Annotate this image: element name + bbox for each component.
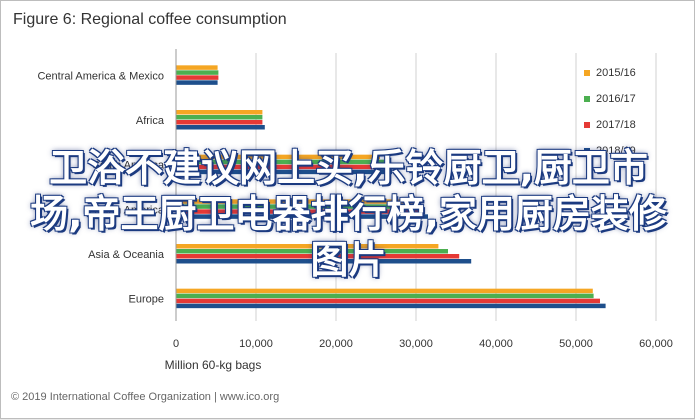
bar: [176, 214, 428, 219]
bar: [176, 154, 380, 160]
bar: [176, 199, 416, 204]
bar: [176, 75, 219, 80]
bar: [176, 164, 388, 170]
chart-title: Figure 6: Regional coffee consumption: [13, 11, 287, 28]
bar: [176, 159, 384, 165]
x-tick-label: 50,000: [559, 338, 593, 350]
bar: [176, 244, 439, 249]
bar: [176, 204, 420, 209]
bar: [176, 115, 263, 120]
category-label: Africa: [136, 115, 165, 127]
bar: [176, 169, 392, 175]
legend-label: 2015/16: [596, 67, 636, 79]
x-tick-label: 10,000: [239, 338, 273, 350]
bar: [176, 249, 448, 254]
bar: [176, 120, 263, 125]
legend-label: 2016/17: [596, 93, 636, 105]
bar: [176, 259, 472, 264]
legend-label: 2017/18: [596, 119, 636, 131]
x-tick-label: 60,000: [639, 338, 673, 350]
bar: [176, 298, 600, 304]
category-label: Europe: [129, 294, 164, 306]
category-label: South America: [92, 160, 164, 172]
bar: [176, 65, 218, 70]
bar: [176, 288, 593, 294]
legend-label: 2018/19: [596, 145, 636, 157]
x-axis-label: Million 60-kg bags: [165, 358, 262, 372]
bar: [176, 80, 218, 85]
copyright-footer: © 2019 International Coffee Organization…: [11, 391, 280, 403]
legend-swatch: [584, 96, 590, 102]
bar: [176, 303, 606, 309]
bar: [176, 254, 460, 259]
legend-swatch: [584, 148, 590, 154]
bar: [176, 70, 219, 75]
bar: [176, 293, 594, 299]
watermark-text: 卫浴不建议网上买,乐铃厨卫,厨卫市场,帝王厨卫电器排行榜,家用厨房装修图片: [30, 145, 667, 282]
x-tick-label: 30,000: [399, 338, 433, 350]
category-label: North America: [94, 204, 165, 216]
bar: [176, 110, 263, 115]
bar: [176, 125, 265, 130]
legend-swatch: [584, 70, 590, 76]
category-label: Central America & Mexico: [37, 70, 164, 82]
bar: [176, 209, 424, 214]
legend-swatch: [584, 122, 590, 128]
x-tick-label: 20,000: [319, 338, 353, 350]
x-tick-label: 0: [173, 338, 179, 350]
x-tick-label: 40,000: [479, 338, 513, 350]
category-label: Asia & Oceania: [88, 249, 165, 261]
